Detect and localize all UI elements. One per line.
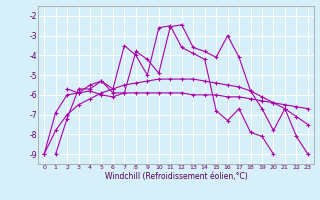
- X-axis label: Windchill (Refroidissement éolien,°C): Windchill (Refroidissement éolien,°C): [105, 172, 247, 181]
